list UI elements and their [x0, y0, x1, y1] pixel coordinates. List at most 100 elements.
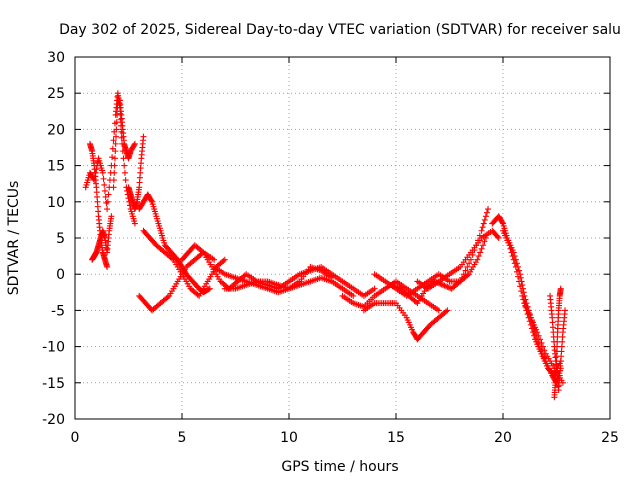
data-point	[481, 238, 488, 245]
data-point	[394, 284, 401, 291]
data-point	[220, 257, 227, 264]
data-point	[541, 347, 548, 354]
data-point	[478, 227, 485, 234]
data-point	[391, 283, 398, 290]
y-tick-label: -20	[42, 412, 65, 428]
grid-layer	[75, 57, 610, 419]
data-point	[328, 274, 335, 281]
data-point	[462, 267, 469, 274]
data-point	[482, 213, 489, 220]
data-point	[164, 294, 171, 301]
data-point	[371, 285, 378, 292]
series-track-u	[551, 285, 564, 401]
data-point	[511, 260, 518, 267]
data-point	[478, 245, 485, 252]
data-point	[442, 283, 449, 290]
data-point	[121, 169, 128, 176]
series-track-h	[140, 227, 228, 299]
x-tick-label: 15	[387, 430, 405, 446]
data-point	[110, 184, 117, 191]
data-point	[104, 263, 111, 270]
y-tick-label: 10	[47, 195, 65, 211]
data-point	[464, 263, 471, 270]
data-point	[509, 253, 516, 260]
data-point	[485, 206, 492, 213]
data-point	[104, 206, 111, 213]
data-point	[534, 329, 541, 336]
data-point	[122, 177, 129, 184]
data-point	[440, 282, 447, 289]
data-point	[113, 133, 120, 140]
data-point	[508, 249, 515, 256]
data-point	[101, 181, 108, 188]
data-point	[520, 296, 527, 303]
data-point	[444, 283, 451, 290]
data-point	[447, 285, 454, 292]
series-track-d	[110, 97, 138, 191]
data-point	[198, 248, 205, 255]
data-point	[140, 133, 147, 140]
data-point	[494, 233, 501, 240]
data-point	[148, 197, 155, 204]
y-tick-label: -10	[42, 340, 65, 356]
data-point	[514, 273, 521, 280]
data-point	[350, 292, 357, 299]
x-tick-label: 25	[601, 430, 619, 446]
data-point	[103, 200, 110, 207]
y-tick-label: 20	[47, 122, 65, 138]
y-axis-ticks: 30 25 20 15 10 5 0 -5 -10 -15 -20	[42, 50, 610, 428]
data-point	[388, 282, 395, 289]
data-point	[412, 298, 419, 305]
y-tick-label: 5	[56, 231, 65, 247]
data-point	[438, 281, 445, 288]
y-tick-label: -15	[42, 376, 65, 392]
data-point	[131, 142, 138, 149]
data-point	[516, 278, 523, 285]
data-point	[131, 140, 138, 147]
data-point	[466, 260, 473, 267]
y-tick-label: 0	[56, 267, 65, 283]
data-point	[111, 155, 118, 162]
data-point	[513, 268, 520, 275]
y-tick-label: -5	[51, 303, 65, 319]
data-point	[441, 282, 448, 289]
data-point	[507, 245, 514, 252]
data-point	[205, 286, 212, 293]
x-tick-label: 5	[178, 430, 187, 446]
data-point	[211, 256, 218, 263]
data-point	[111, 162, 118, 169]
data-point	[99, 169, 106, 176]
data-point	[539, 343, 546, 350]
data-point	[510, 256, 517, 263]
data-point	[495, 235, 502, 241]
data-point	[464, 272, 471, 279]
data-point	[481, 216, 488, 223]
series-track-j	[211, 263, 357, 299]
data-point	[169, 255, 176, 262]
data-point	[121, 162, 128, 169]
data-point	[528, 325, 535, 332]
series-track-p	[414, 227, 502, 292]
data-point	[112, 148, 119, 155]
series-track-k	[221, 263, 335, 292]
data-point	[110, 137, 117, 144]
x-axis-ticks: 0 5 10 15 20 25	[71, 57, 619, 446]
data-point	[435, 307, 442, 314]
data-point	[499, 219, 506, 226]
data-point	[104, 198, 111, 205]
data-point	[100, 175, 107, 182]
data-point	[562, 307, 569, 314]
data-point	[444, 307, 451, 314]
data-point	[221, 256, 228, 263]
data-point	[518, 288, 525, 295]
data-point	[108, 213, 115, 220]
data-point	[535, 332, 542, 339]
data-point	[442, 308, 449, 315]
y-tick-label: 15	[47, 159, 65, 175]
data-point	[109, 154, 116, 161]
series-track-c	[89, 213, 115, 263]
data-point	[475, 253, 482, 260]
data-points	[82, 90, 569, 401]
x-tick-label: 10	[280, 430, 298, 446]
y-tick-label: 30	[47, 50, 65, 66]
